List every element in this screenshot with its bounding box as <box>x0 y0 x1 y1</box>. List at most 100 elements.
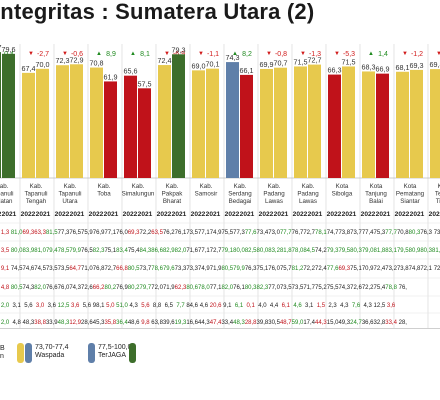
bar-2021 <box>376 73 389 178</box>
sub-indicator-value: 84,6 <box>186 303 198 309</box>
sub-indicator-value: 28,6 <box>81 320 93 326</box>
bar-2022 <box>124 75 137 178</box>
sub-indicator-value: 77,3 <box>233 230 245 236</box>
sub-indicator-value: 80,3 <box>420 248 432 254</box>
bar-2021 <box>2 53 15 178</box>
sub-indicator-value: 2,0 <box>1 303 10 309</box>
bar-value-label: 71,5 <box>294 57 308 66</box>
sub-indicator-value: 12,9 <box>69 320 81 326</box>
sub-indicator-value: 74,9 <box>210 230 222 236</box>
legend-b-label: B <box>0 345 5 352</box>
sub-indicator-value: 48,3 <box>233 320 245 326</box>
sub-indicator-value: 20,6 <box>210 303 222 309</box>
sub-indicator-value: 73,5 <box>58 266 70 272</box>
sub-indicator-value: 83,1 <box>385 248 397 254</box>
sub-indicator-value: 73,5 <box>46 266 58 272</box>
year-header: 2021 <box>410 211 425 218</box>
sub-indicator-value: 6,5 <box>165 303 174 309</box>
bar-value-label: 70,7 <box>274 59 288 68</box>
delta-label: 8,9 <box>106 51 116 58</box>
divider <box>0 328 440 329</box>
sub-indicator-value: 4,4 <box>270 303 279 309</box>
sub-indicator-value: 79,6 <box>163 266 175 272</box>
year-header: 2022 <box>395 211 410 218</box>
category-label: Tapanuli <box>24 191 47 198</box>
sub-indicator-value: 63,5 <box>151 230 163 236</box>
sub-indicator-value: 2,3 <box>328 303 337 309</box>
bar-value-label: 66,1 <box>240 66 254 75</box>
sub-indicator-value: 3,6 <box>387 303 396 309</box>
sub-indicator-value: 81,8 <box>280 248 292 254</box>
sub-indicator-value: 49,3 <box>338 320 350 326</box>
sub-indicator-value: 76,9 <box>116 285 128 291</box>
sub-indicator-value: 33,9 <box>46 320 58 326</box>
sub-indicator-value: 76,8 <box>93 266 105 272</box>
category-label: Tinggi <box>436 198 440 205</box>
category-label: Kab. <box>302 183 315 190</box>
sub-indicator-value: 4,6 <box>200 303 209 309</box>
sub-indicator-value: 74,9 <box>198 266 210 272</box>
bar-2022 <box>430 69 440 178</box>
bar-value-label: 68,1 <box>396 63 410 72</box>
bar-2022 <box>158 65 171 178</box>
sub-indicator-value: 33,4 <box>385 320 397 326</box>
year-header: 2022 <box>55 211 70 218</box>
bar-2021 <box>172 54 185 178</box>
bar-2022 <box>396 71 409 178</box>
sub-indicator-value: 80,9 <box>409 248 421 254</box>
bar-value-label: 70,0 <box>36 60 50 69</box>
sub-indicator-value: 80,5 <box>221 266 233 272</box>
sub-indicator-value: 48,3 <box>58 320 70 326</box>
bar-value-label: 68,3 <box>362 62 376 71</box>
sub-indicator-value: 75,5 <box>327 285 339 291</box>
sub-indicator-value: 4,8 <box>1 285 10 291</box>
delta-arrow-icon: ▼ <box>198 51 204 57</box>
sub-indicator-value: 28, <box>399 320 408 326</box>
category-label: Siantar <box>400 198 420 205</box>
legend-swatch-green <box>129 343 136 363</box>
sub-indicator-value: 78,1 <box>315 230 327 236</box>
sub-indicator-value: 82,3 <box>257 285 269 291</box>
delta-arrow-icon: ▲ <box>130 51 136 57</box>
sub-indicator-value: 80,3 <box>409 230 421 236</box>
page-title: Integritas : Sumatera Utara (2) <box>0 0 315 24</box>
sub-indicator-value: 4,3 <box>130 303 139 309</box>
sub-indicator-value: 78,5 <box>58 248 70 254</box>
sub-indicator-value: 80,0 <box>257 248 269 254</box>
bar-2021 <box>308 64 321 178</box>
year-header: 2021 <box>308 211 323 218</box>
sub-indicator-value: 72,4 <box>374 266 386 272</box>
sub-indicator-value: 80,3 <box>350 248 362 254</box>
sub-indicator-value: 77,1 <box>210 285 222 291</box>
delta-label: -1,1 <box>207 51 219 58</box>
delta-arrow-icon: ▼ <box>334 51 340 57</box>
bar-value-label: 80,7 <box>0 43 2 52</box>
sub-indicator-value: 78,6 <box>151 266 163 272</box>
bar-value-label: 71,5 <box>342 57 356 66</box>
sub-indicator-value: 82,5 <box>245 248 257 254</box>
sub-indicator-value: 82,0 <box>221 285 233 291</box>
sub-indicator-value: 0,1 <box>247 303 256 309</box>
sub-indicator-value: 80,2 <box>128 285 140 291</box>
sub-indicator-value: 80,0 <box>233 248 245 254</box>
legend-terjaga-range: 77,5-100,0 <box>98 344 132 351</box>
category-label: Pematang <box>396 191 425 198</box>
category-label: Kota <box>370 183 383 190</box>
year-header: 2021 <box>376 211 391 218</box>
category-label: Kota <box>438 183 440 190</box>
sub-indicator-value: 76,0 <box>116 230 128 236</box>
sub-indicator-value: 74,8 <box>409 266 421 272</box>
sub-indicator-value: 24,7 <box>350 320 362 326</box>
category-label: Bedagai <box>229 198 252 205</box>
delta-label: -5,3 <box>343 51 355 58</box>
legend-waspada-label: Waspada <box>35 352 65 359</box>
year-header: 2021 <box>104 211 119 218</box>
bar-2021 <box>36 68 49 178</box>
category-label: Kab. <box>132 183 145 190</box>
category-label: Lawas <box>265 198 283 205</box>
sub-indicator-value: 75,5 <box>221 230 233 236</box>
bar-2022 <box>56 65 69 178</box>
year-header: 2022 <box>123 211 138 218</box>
sub-indicator-value: 80,5 <box>11 285 23 291</box>
sub-indicator-value: 72,2 <box>362 285 374 291</box>
